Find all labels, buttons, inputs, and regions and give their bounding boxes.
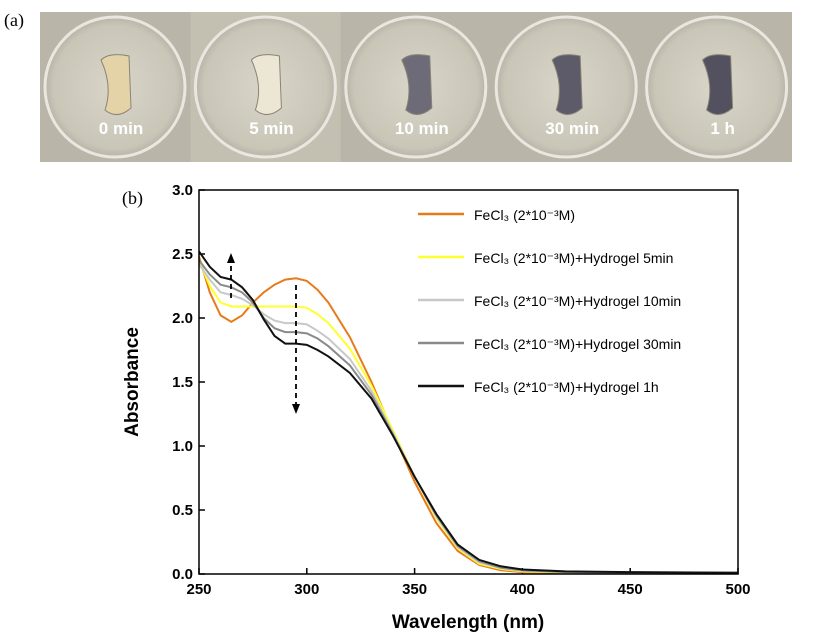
trend-arrows [230, 262, 297, 405]
legend-label: FeCl₃ (2*10⁻³M)+Hydrogel 30min [474, 336, 681, 352]
hydrogel [250, 54, 282, 115]
y-axis-label: Absorbance [122, 327, 143, 437]
legend-label: FeCl₃ (2*10⁻³M) [474, 207, 575, 223]
photo-caption: 1 h [710, 119, 735, 138]
photo-caption: 10 min [395, 119, 449, 138]
x-tick-label: 300 [294, 581, 319, 598]
arrow-heads [227, 253, 300, 414]
x-tick-label: 450 [618, 581, 643, 598]
y-tick-label: 1.0 [172, 438, 193, 455]
x-tick-label: 400 [510, 581, 535, 598]
panel-label: (a) [4, 10, 24, 31]
panel-label: (b) [122, 188, 143, 209]
y-tick-label: 1.5 [172, 374, 193, 391]
hydrogel [100, 54, 132, 115]
y-tick-label: 2.5 [172, 246, 193, 263]
y-tick-label: 3.0 [172, 182, 193, 199]
legend-label: FeCl₃ (2*10⁻³M)+Hydrogel 5min [474, 250, 673, 266]
x-axis-label: Wavelength (nm) [392, 612, 544, 633]
y-tick-label: 0.0 [172, 566, 193, 583]
x-tick-label: 350 [402, 581, 427, 598]
legend-label: FeCl₃ (2*10⁻³M)+Hydrogel 10min [474, 293, 681, 309]
photo-caption: 5 min [249, 119, 293, 138]
plot: 0.0 0.5 1.0 1.5 2.0 2.5 3.0 250 300 350 400 450 500 F… [172, 182, 750, 598]
photo-caption: 30 min [545, 119, 599, 138]
series-line [198, 256, 738, 574]
plot-frame [198, 189, 739, 575]
photos: 0 min 5 min 10 min 30 min 1 h [40, 12, 792, 162]
photo-caption: 0 min [99, 119, 143, 138]
legend-label: FeCl₃ (2*10⁻³M)+Hydrogel 1h [474, 379, 659, 395]
series-line [198, 250, 739, 574]
y-tick-label: 0.5 [172, 502, 193, 519]
y-tick-label: 2.0 [172, 310, 193, 327]
hydrogel [401, 54, 433, 115]
series-line [198, 259, 738, 574]
series-line [198, 263, 738, 574]
x-tick-label: 500 [725, 581, 750, 598]
hydrogel [551, 54, 583, 115]
hydrogel [701, 54, 734, 115]
x-tick-label: 250 [186, 581, 211, 598]
